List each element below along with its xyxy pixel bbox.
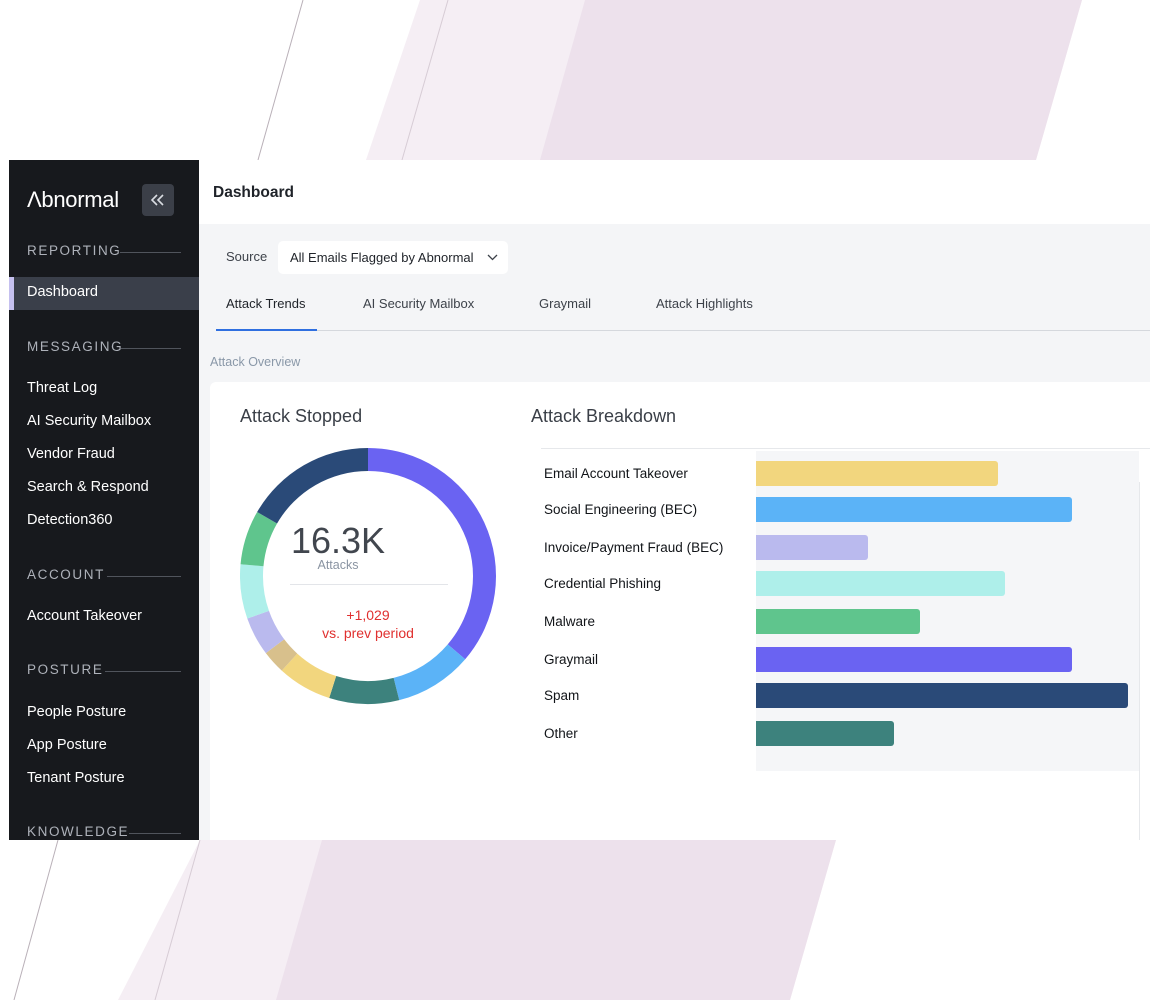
section-reporting: REPORTING <box>27 243 122 258</box>
attacks-total-value: 16.3K <box>290 520 386 561</box>
donut-slice-other <box>329 676 400 704</box>
section-divider <box>105 671 181 672</box>
bar-graymail <box>756 647 1073 672</box>
bar-credential-phishing <box>756 571 1006 596</box>
tab-ai-security-mailbox[interactable]: AI Security Mailbox <box>363 296 475 311</box>
attacks-delta-label: vs. prev period <box>322 625 414 641</box>
source-label: Source <box>226 249 268 264</box>
sidebar-item-dashboard[interactable]: Dashboard <box>27 284 98 300</box>
tab-attack-highlights[interactable]: Attack Highlights <box>656 296 753 311</box>
bar-label-email-account-takeover: Email Account Takeover <box>544 466 688 481</box>
attacks-delta: +1,029 vs. prev period <box>210 606 526 642</box>
attack-overview-card: Attack Stopped 16.3K Attacks +1,029 vs. … <box>210 382 1150 840</box>
bar-label-credential-phishing: Credential Phishing <box>544 576 662 591</box>
tab-graymail[interactable]: Graymail <box>539 296 592 311</box>
bar-label-malware: Malware <box>544 614 596 629</box>
bar-label-spam: Spam <box>544 688 580 703</box>
donut-slice-spam <box>257 448 368 524</box>
section-posture: POSTURE <box>27 662 104 677</box>
donut-slice-social-engineering-bec <box>393 644 466 701</box>
breakdown-divider <box>541 448 1150 449</box>
sidebar-item-people-posture[interactable]: People Posture <box>27 704 127 720</box>
section-messaging: MESSAGING <box>27 339 124 354</box>
active-tab-indicator <box>216 329 317 331</box>
donut-slice-tan <box>265 639 298 671</box>
source-dropdown[interactable]: All Emails Flagged by Abnormal <box>278 241 508 274</box>
main-content: Dashboard Source All Emails Flagged by A… <box>199 160 1150 840</box>
attacks-delta-value: +1,029 <box>346 607 390 623</box>
page-title: Dashboard <box>213 184 294 201</box>
section-divider <box>120 252 181 253</box>
tabs-divider <box>216 330 1150 331</box>
donut-slice-email-account-takeover <box>281 653 337 698</box>
sidebar-item-vendor-fraud[interactable]: Vendor Fraud <box>27 446 115 462</box>
active-item-highlight <box>9 277 199 310</box>
panel-right-border <box>1139 482 1140 840</box>
bar-invoice-payment-fraud-bec <box>756 535 868 560</box>
donut-slice-malware <box>240 512 278 567</box>
bar-spam <box>756 683 1128 708</box>
attacks-unit-label: Attacks <box>317 558 359 572</box>
sidebar-item-search-respond[interactable]: Search & Respond <box>27 479 149 495</box>
abnormal-logo: Λbnormal <box>27 187 119 212</box>
sidebar: Λbnormal REPORTING Dashboard MESSAGING T… <box>9 160 199 840</box>
donut-center-divider <box>290 584 448 585</box>
bar-label-graymail: Graymail <box>544 652 599 667</box>
sidebar-item-app-posture[interactable]: App Posture <box>27 737 107 753</box>
donut-slice-graymail <box>368 448 497 660</box>
section-divider <box>107 576 181 577</box>
section-divider <box>121 348 181 349</box>
section-account: ACCOUNT <box>27 567 105 582</box>
collapse-sidebar-button[interactable] <box>142 184 174 216</box>
source-value: All Emails Flagged by Abnormal <box>290 250 474 265</box>
top-bar: Dashboard <box>199 160 1150 224</box>
attack-breakdown-title: Attack Breakdown <box>531 406 677 426</box>
sidebar-item-ai-security-mailbox[interactable]: AI Security Mailbox <box>27 413 152 429</box>
active-item-indicator <box>9 277 14 310</box>
section-knowledge: KNOWLEDGE <box>27 824 130 839</box>
bar-malware <box>756 609 920 634</box>
attack-stopped-donut-chart <box>240 448 497 704</box>
bar-label-social-engineering-bec: Social Engineering (BEC) <box>544 502 698 517</box>
sidebar-item-detection360[interactable]: Detection360 <box>27 512 113 528</box>
bar-other <box>756 721 894 746</box>
section-divider <box>129 833 181 834</box>
bar-social-engineering-bec <box>756 497 1073 522</box>
bar-email-account-takeover <box>756 461 998 486</box>
donut-slice-credential-phishing <box>240 564 269 619</box>
bar-label-other: Other <box>544 726 578 741</box>
app-window: Λbnormal REPORTING Dashboard MESSAGING T… <box>9 160 1150 840</box>
tab-attack-trends[interactable]: Attack Trends <box>226 296 306 311</box>
attack-stopped-title: Attack Stopped <box>240 406 363 426</box>
sidebar-item-account-takeover[interactable]: Account Takeover <box>27 608 142 624</box>
attack-overview-label: Attack Overview <box>210 355 301 369</box>
bar-label-invoice-payment-fraud-bec: Invoice/Payment Fraud (BEC) <box>544 540 724 555</box>
chevron-down-icon <box>487 254 498 261</box>
sidebar-item-threat-log[interactable]: Threat Log <box>27 380 98 396</box>
double-chevron-left-icon <box>151 194 164 206</box>
donut-slice-invoice-payment-fraud-bec <box>247 610 285 654</box>
sidebar-item-tenant-posture[interactable]: Tenant Posture <box>27 770 125 786</box>
